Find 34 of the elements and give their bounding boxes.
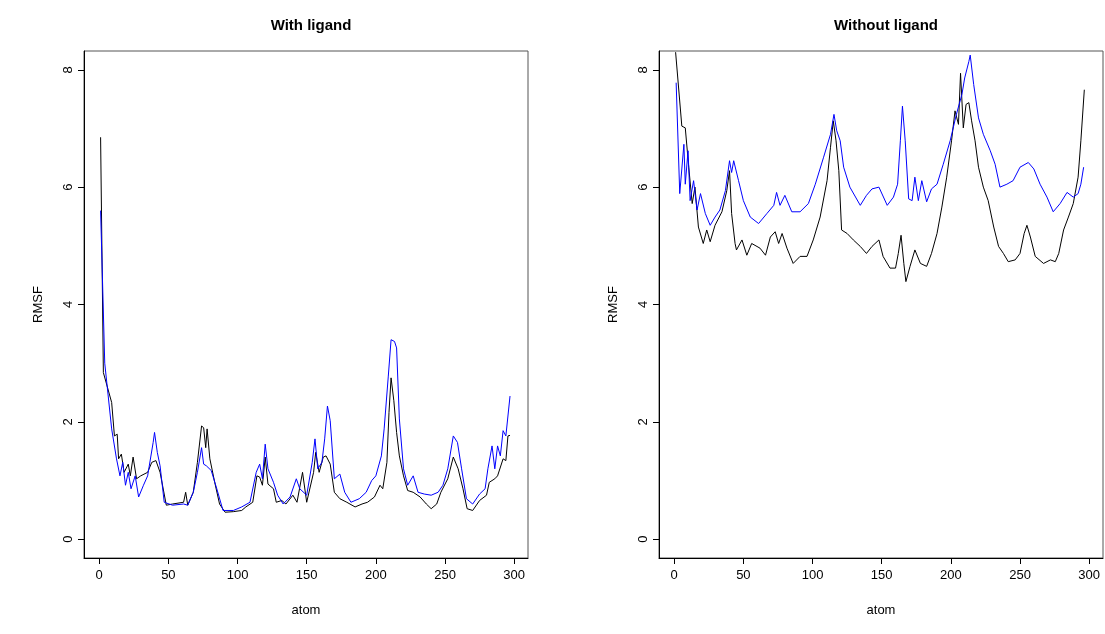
y-tick-label: 6 bbox=[635, 183, 650, 191]
line-series bbox=[675, 51, 1085, 283]
x-tick-label: 150 bbox=[870, 567, 893, 582]
x-tick-label: 100 bbox=[801, 567, 824, 582]
y-tick-label: 4 bbox=[635, 300, 650, 309]
x-tick-label: 250 bbox=[1009, 567, 1031, 582]
y-tick-label: 4 bbox=[60, 300, 75, 309]
y-tick-label: 0 bbox=[60, 535, 75, 543]
x-axis-title: atom bbox=[866, 602, 896, 617]
y-tick-label: 6 bbox=[60, 183, 75, 191]
x-tick-label: 250 bbox=[434, 567, 456, 582]
y-tick-label: 0 bbox=[635, 535, 650, 543]
y-tick-label: 2 bbox=[635, 418, 650, 426]
y-tick-label: 8 bbox=[635, 66, 650, 74]
chart-title: Without ligand bbox=[833, 16, 939, 33]
y-tick-label: 2 bbox=[60, 418, 75, 426]
y-axis-title: RMSF bbox=[605, 286, 620, 323]
x-tick-label: 50 bbox=[161, 567, 176, 582]
x-tick-label: 200 bbox=[365, 567, 387, 582]
x-tick-label: 200 bbox=[940, 567, 962, 582]
x-tick-label: 300 bbox=[503, 567, 526, 582]
x-tick-label: 100 bbox=[226, 567, 249, 582]
line-series bbox=[675, 54, 1085, 226]
x-tick-label: 50 bbox=[736, 567, 751, 582]
x-tick-label: 150 bbox=[295, 567, 318, 582]
x-tick-label: 0 bbox=[95, 567, 103, 582]
x-tick-label: 300 bbox=[1078, 567, 1101, 582]
y-tick-label: 8 bbox=[60, 66, 75, 74]
y-axis-title: RMSF bbox=[30, 286, 45, 323]
line-series bbox=[100, 210, 511, 511]
chart-title: With ligand bbox=[270, 16, 352, 33]
line-series bbox=[100, 136, 511, 513]
x-axis-title: atom bbox=[291, 602, 321, 617]
x-tick-label: 0 bbox=[670, 567, 678, 582]
